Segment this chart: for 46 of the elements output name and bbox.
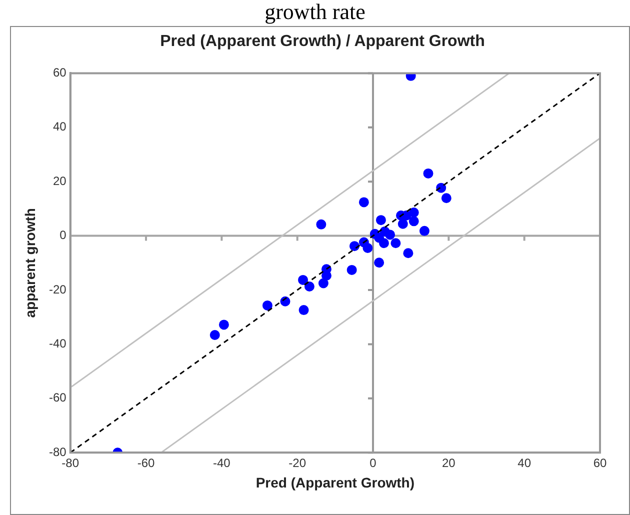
x-tick-label: 60 xyxy=(593,456,607,470)
y-tick-label: -60 xyxy=(49,390,67,405)
point xyxy=(398,218,408,229)
x-tick-label: 20 xyxy=(442,456,456,470)
point xyxy=(316,219,326,230)
x-axis-title: Pred (Apparent Growth) xyxy=(256,474,415,490)
point xyxy=(403,248,414,258)
y-axis-title: apparent growth xyxy=(22,208,38,318)
y-tick-label: -20 xyxy=(49,282,67,296)
y-tick-label: -40 xyxy=(49,336,67,351)
y-tick-label: -80 xyxy=(49,444,67,459)
y-tick-label: 60 xyxy=(52,66,67,80)
y-tick-label: 0 xyxy=(60,228,67,242)
point xyxy=(419,226,430,236)
point xyxy=(406,73,416,81)
chart-title: Pred (Apparent Growth) / Apparent Growth xyxy=(160,33,485,50)
point xyxy=(218,320,229,330)
x-tick-label: -60 xyxy=(137,456,156,470)
point xyxy=(298,274,308,285)
point xyxy=(390,238,401,248)
point xyxy=(262,300,272,310)
text: growth rate xyxy=(264,0,366,24)
point xyxy=(423,168,434,178)
point xyxy=(378,238,389,248)
y-tick-label: 20 xyxy=(52,174,67,188)
point xyxy=(408,207,419,218)
point xyxy=(349,241,360,252)
point xyxy=(408,216,419,226)
point xyxy=(321,270,332,281)
x-tick-label: 40 xyxy=(518,456,532,470)
y-tick-label: 40 xyxy=(52,120,67,134)
point xyxy=(304,281,314,292)
x-tick-label: -20 xyxy=(288,456,306,470)
point xyxy=(346,264,357,275)
point xyxy=(374,258,384,268)
point xyxy=(362,242,373,253)
x-tick-label: -40 xyxy=(213,456,231,470)
x-tick-label: -80 xyxy=(62,456,80,470)
x-tick-label: 0 xyxy=(370,456,377,470)
point xyxy=(376,215,386,226)
point xyxy=(210,330,220,340)
point xyxy=(385,230,396,240)
point xyxy=(358,197,369,208)
point xyxy=(441,193,452,204)
point xyxy=(298,305,309,316)
point xyxy=(318,278,328,288)
